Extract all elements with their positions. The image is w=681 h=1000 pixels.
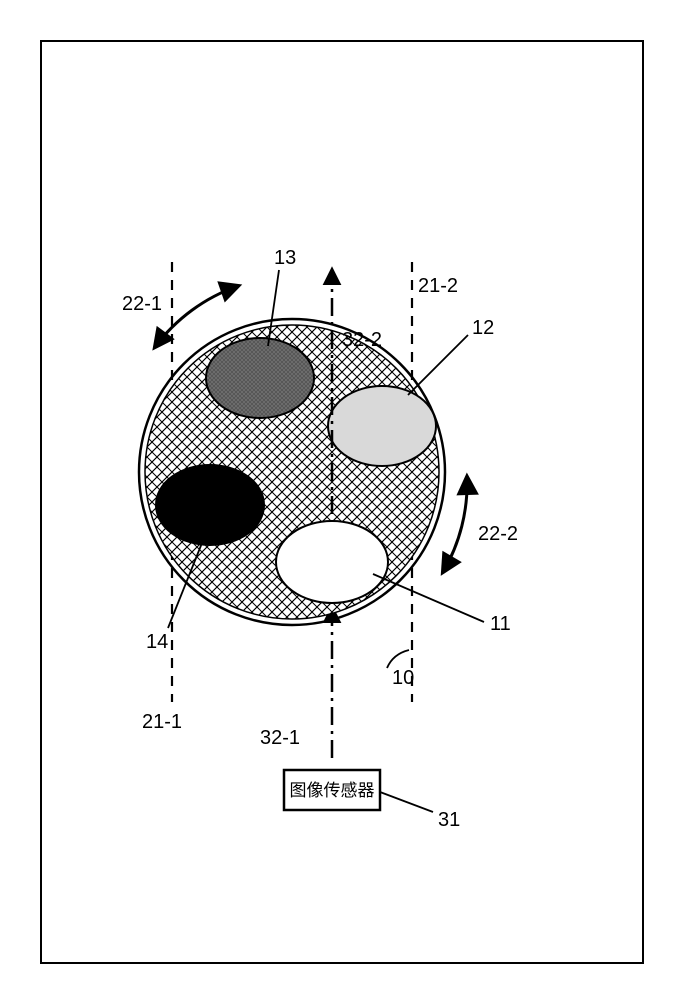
filter-14 [156, 465, 264, 545]
filter-12 [328, 386, 436, 466]
lbl-21-2: 21-2 [418, 275, 458, 297]
sensor-label: 图像传感器 [290, 781, 375, 800]
leader-12 [408, 335, 468, 395]
rot-arrow-22-1 [155, 286, 238, 347]
lbl-11: 11 [490, 613, 511, 635]
leader-11 [373, 574, 484, 622]
lbl-14: 14 [146, 631, 168, 653]
filter-13 [206, 338, 314, 418]
leader-31 [380, 792, 433, 812]
lbl-31: 31 [438, 809, 460, 831]
lbl-32-2: 32-2 [342, 329, 382, 351]
filter-11 [276, 521, 388, 603]
rot-arrow-22-2 [443, 477, 467, 572]
lbl-10: 10 [392, 667, 414, 689]
lbl-22-1: 22-1 [122, 293, 162, 315]
figure-frame: 图像传感器 13 12 11 14 10 21-1 21-2 22-1 22-2… [40, 40, 644, 964]
lbl-32-1: 32-1 [260, 727, 300, 749]
lbl-21-1: 21-1 [142, 711, 182, 733]
diagram-svg: 图像传感器 13 12 11 14 10 21-1 21-2 22-1 22-2… [42, 42, 642, 962]
lbl-22-2: 22-2 [478, 523, 518, 545]
lbl-12: 12 [472, 317, 494, 339]
leader-10 [387, 650, 409, 668]
lbl-13: 13 [274, 247, 296, 269]
